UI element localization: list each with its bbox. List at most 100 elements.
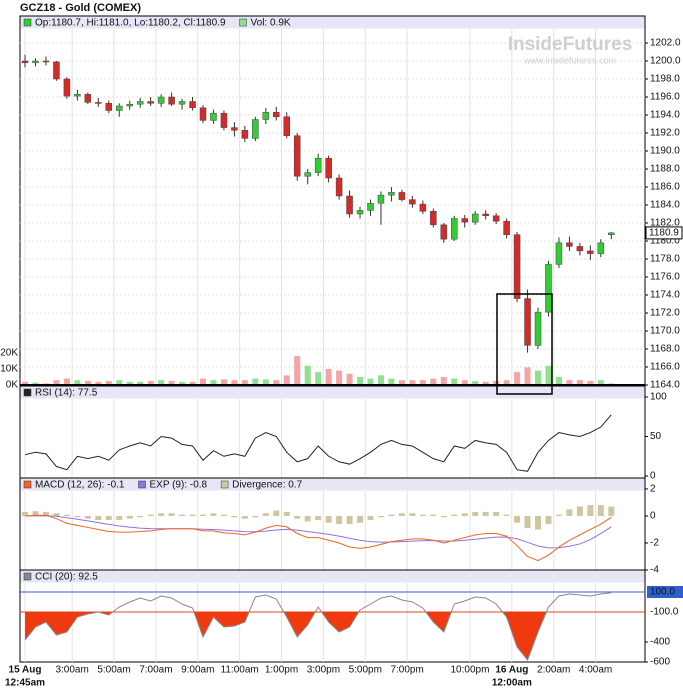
watermark: InsideFutures xyxy=(508,34,633,55)
candle-body xyxy=(335,177,343,197)
volume-tick-label: 10K xyxy=(0,364,18,375)
candle-body xyxy=(314,157,322,173)
volume-bar xyxy=(283,375,290,385)
divergence-bar xyxy=(472,511,479,516)
candle-body xyxy=(367,202,374,211)
volume-bar xyxy=(482,381,489,385)
candle-body xyxy=(293,135,301,177)
candle-body xyxy=(398,192,406,200)
divergence-bar xyxy=(84,515,91,519)
divergence-bar xyxy=(231,515,238,518)
divergence-bar xyxy=(53,513,60,516)
candle-body xyxy=(126,103,133,107)
divergence-bar xyxy=(566,509,573,516)
x-tick-label: 5:00pm xyxy=(349,665,382,676)
y-tick-label: 100 xyxy=(650,392,667,403)
watermark-url: www.insidefutures.com xyxy=(523,55,616,65)
candle-body xyxy=(168,96,175,105)
legend-band xyxy=(20,386,645,399)
line-series xyxy=(24,514,612,562)
divergence-bar xyxy=(597,505,604,516)
divergence-bar xyxy=(22,511,29,516)
volume-bar xyxy=(32,382,39,385)
candle-body xyxy=(587,250,594,254)
legend-swatch xyxy=(220,480,229,489)
volume-bar xyxy=(587,380,594,385)
volume-bar xyxy=(493,380,500,385)
x-tick-sublabel: 12:45am xyxy=(5,678,45,689)
candle-body xyxy=(53,61,60,80)
x-tick-label: 3:00am xyxy=(55,665,88,676)
divergence-bar xyxy=(189,514,196,516)
y-tick-label: 1186.0 xyxy=(650,182,680,193)
y-tick-label: 1166.0 xyxy=(650,362,680,373)
y-tick-label: 1176.0 xyxy=(650,272,680,283)
candle-body xyxy=(283,116,291,136)
legend-label: Divergence: 0.7 xyxy=(232,480,302,491)
divergence-bar xyxy=(137,515,144,518)
x-tick-label: 16 Aug xyxy=(495,665,528,676)
candle-body xyxy=(545,264,552,313)
legend-swatch xyxy=(138,480,146,489)
divergence-bar xyxy=(273,510,280,516)
legend-swatch xyxy=(23,572,32,581)
chart-title: GCZ18 - Gold (COMEX) xyxy=(20,2,141,14)
y-tick-label: 1188.0 xyxy=(650,164,680,175)
volume-tick-label: 0K xyxy=(6,380,19,391)
divergence-bar xyxy=(294,515,301,519)
divergence-bar xyxy=(199,514,206,516)
divergence-bar xyxy=(377,515,384,518)
x-tick-label: 7:00pm xyxy=(390,665,423,676)
volume-bar xyxy=(74,380,81,385)
divergence-bar xyxy=(32,511,39,516)
panel xyxy=(19,385,646,479)
candle-body xyxy=(21,60,29,64)
volume-bar xyxy=(524,367,531,385)
legend-band xyxy=(20,16,645,29)
x-tick-label: 5:00am xyxy=(97,665,130,676)
divergence-bar xyxy=(126,515,133,519)
divergence-bar xyxy=(493,511,500,516)
divergence-bar xyxy=(524,515,531,529)
candle-body xyxy=(231,127,238,131)
divergence-bar xyxy=(451,514,458,516)
line-series xyxy=(24,414,612,472)
volume-bar xyxy=(451,378,458,385)
volume-bar xyxy=(398,380,405,385)
volume-bar xyxy=(346,373,353,385)
divergence-bar xyxy=(419,514,426,516)
legend-swatch xyxy=(23,18,32,27)
candle-body xyxy=(419,203,427,212)
candle-body xyxy=(513,234,521,299)
candle-body xyxy=(189,101,196,109)
y-tick-label: 0 xyxy=(650,471,656,482)
candle-body xyxy=(178,101,186,105)
volume-tick-label: 20K xyxy=(0,348,18,359)
divergence-bar xyxy=(63,514,70,516)
volume-bar xyxy=(189,381,196,385)
y-tick-label: 1202.0 xyxy=(650,38,681,49)
volume-bar xyxy=(147,380,154,385)
candle-body xyxy=(608,232,615,235)
x-tick-label: 15 Aug xyxy=(9,665,42,676)
candle-body xyxy=(388,192,395,196)
volume-bar xyxy=(315,372,322,385)
y-tick-label: 1196.0 xyxy=(650,92,680,103)
candle-body xyxy=(210,112,217,121)
volume-bar xyxy=(273,380,280,385)
volume-bar xyxy=(555,376,562,385)
y-tick-label: -400 xyxy=(650,637,670,648)
line-series xyxy=(25,515,612,549)
x-tick-label: 2:00am xyxy=(537,665,570,676)
volume-bar xyxy=(199,378,206,385)
x-tick-label: 4:00am xyxy=(579,665,612,676)
last-price-box xyxy=(645,226,683,240)
divergence-bar xyxy=(503,514,510,516)
divergence-bar xyxy=(179,514,186,516)
y-tick-label: 1184.0 xyxy=(650,200,680,211)
y-tick-label: 0 xyxy=(650,511,656,522)
candle-body xyxy=(42,60,50,63)
y-tick-label: -4 xyxy=(650,565,659,576)
x-tick-label: 3:00pm xyxy=(307,665,340,676)
divergence-bar xyxy=(158,513,165,516)
